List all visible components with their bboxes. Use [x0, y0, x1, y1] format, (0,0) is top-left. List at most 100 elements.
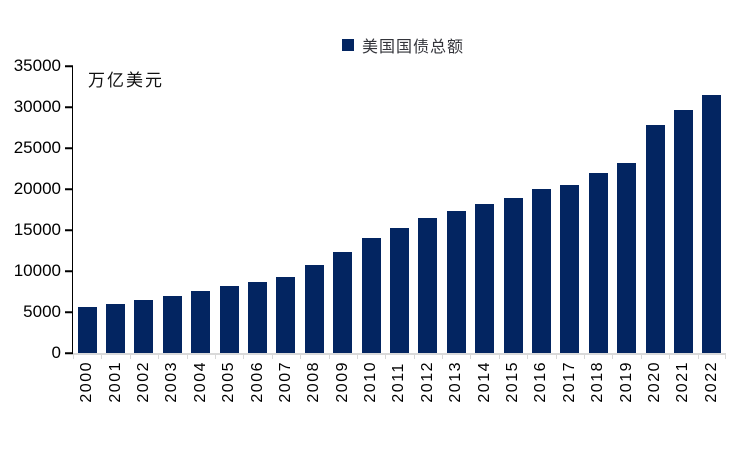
x-tick-label-2001: 2001 — [106, 361, 124, 403]
bar-2020 — [645, 125, 665, 353]
bar-2013 — [446, 210, 466, 353]
x-tick-label-2016: 2016 — [532, 361, 550, 403]
bar-slot-2009 — [329, 66, 357, 353]
x-tick-label-2010: 2010 — [362, 361, 380, 403]
x-tick-14 — [470, 354, 472, 359]
y-tick-label-30000: 30000 — [13, 97, 61, 116]
bar-slot-2019 — [612, 66, 640, 353]
x-label-slot-2022: 2022 — [698, 361, 726, 403]
bar-2014 — [475, 204, 495, 353]
bar-slot-2000 — [73, 66, 101, 353]
bar-slot-2010 — [357, 66, 385, 353]
bar-2006 — [248, 281, 268, 353]
bar-slot-2016 — [527, 66, 555, 353]
x-label-slot-2009: 2009 — [329, 361, 357, 403]
bar-slot-2011 — [385, 66, 413, 353]
x-tick-label-2022: 2022 — [702, 361, 720, 403]
x-tick-11 — [385, 354, 387, 359]
x-tick-20 — [640, 354, 642, 359]
bar-2000 — [77, 306, 97, 353]
y-tick-20000 — [65, 188, 73, 190]
x-tick-13 — [442, 354, 444, 359]
bar-2018 — [588, 172, 608, 353]
y-tick-10000 — [65, 270, 73, 272]
x-axis-line — [73, 353, 726, 355]
x-label-slot-2010: 2010 — [357, 361, 385, 403]
bar-slot-2021 — [669, 66, 697, 353]
x-label-slot-2005: 2005 — [215, 361, 243, 403]
bar-slot-2014 — [470, 66, 498, 353]
bar-slot-2018 — [584, 66, 612, 353]
x-tick-18 — [584, 354, 586, 359]
bar-slot-2004 — [187, 66, 215, 353]
x-tick-label-2019: 2019 — [617, 361, 635, 403]
y-tick-label-15000: 15000 — [13, 220, 61, 239]
x-tick-21 — [669, 354, 671, 359]
x-tick-label-2000: 2000 — [78, 361, 96, 403]
x-axis-labels: 2000 2001 2002 2003 2004 2005 2006 2007 2008 2009… — [73, 361, 726, 403]
x-tick-22 — [697, 354, 699, 359]
bar-slot-2006 — [243, 66, 271, 353]
bar-2015 — [503, 197, 523, 353]
x-tick-label-2011: 2011 — [390, 362, 408, 403]
bar-2022 — [702, 95, 722, 353]
bar-slot-2012 — [414, 66, 442, 353]
legend-entry: 美国国债总额 — [341, 33, 464, 57]
bar-2019 — [617, 162, 637, 353]
x-tick-12 — [413, 354, 415, 359]
x-tick-label-2005: 2005 — [220, 361, 238, 403]
y-tick-30000 — [65, 106, 73, 108]
bars-container — [73, 66, 726, 353]
x-label-slot-2014: 2014 — [470, 361, 498, 403]
x-tick-7 — [271, 354, 273, 359]
bar-2016 — [531, 189, 551, 353]
plot-area: 万亿美元 0 5000 10000 15000 20000 25000 30000 35000… — [14, 56, 726, 403]
x-tick-label-2012: 2012 — [418, 361, 436, 403]
y-tick-label-10000: 10000 — [13, 261, 61, 280]
y-tick-5000 — [65, 311, 73, 313]
y-tick-label-25000: 25000 — [13, 138, 61, 157]
y-tick-0 — [65, 352, 73, 354]
x-tick-label-2021: 2021 — [674, 361, 692, 403]
legend: 美国国债总额 — [0, 33, 750, 57]
bar-slot-2017 — [556, 66, 584, 353]
x-tick-label-2017: 2017 — [560, 361, 578, 403]
x-tick-17 — [555, 354, 557, 359]
x-label-slot-2012: 2012 — [414, 361, 442, 403]
x-label-slot-2016: 2016 — [527, 361, 555, 403]
y-tick-25000 — [65, 147, 73, 149]
x-label-slot-2021: 2021 — [669, 361, 697, 403]
x-tick-4 — [186, 354, 188, 359]
bar-2021 — [673, 110, 693, 353]
legend-label: 美国国债总额 — [361, 39, 464, 56]
x-tick-label-2008: 2008 — [305, 361, 323, 403]
x-label-slot-2000: 2000 — [73, 361, 101, 403]
x-label-slot-2002: 2002 — [130, 361, 158, 403]
bar-2017 — [560, 184, 580, 353]
bar-2001 — [106, 304, 126, 353]
x-tick-label-2006: 2006 — [248, 361, 266, 403]
x-tick-23 — [725, 354, 726, 359]
x-tick-label-2004: 2004 — [191, 361, 209, 403]
legend-square-marker-icon — [341, 39, 354, 51]
x-tick-label-2009: 2009 — [333, 361, 351, 403]
x-label-slot-2011: 2011 — [385, 361, 413, 403]
x-label-slot-2013: 2013 — [442, 361, 470, 403]
bar-2007 — [276, 277, 296, 353]
x-tick-label-2007: 2007 — [276, 361, 294, 403]
y-tick-label-0: 0 — [51, 343, 61, 362]
x-label-slot-2017: 2017 — [556, 361, 584, 403]
x-tick-3 — [158, 354, 160, 359]
bar-2005 — [219, 286, 239, 353]
y-axis-unit-label: 万亿美元 — [88, 71, 164, 90]
x-label-slot-2015: 2015 — [499, 361, 527, 403]
x-tick-label-2018: 2018 — [589, 361, 607, 403]
bar-slot-2020 — [641, 66, 669, 353]
x-tick-19 — [612, 354, 614, 359]
bar-2010 — [361, 238, 381, 353]
x-tick-15 — [498, 354, 500, 359]
x-tick-16 — [527, 354, 529, 359]
x-tick-1 — [101, 354, 103, 359]
bar-slot-2005 — [215, 66, 243, 353]
bar-slot-2001 — [101, 66, 129, 353]
